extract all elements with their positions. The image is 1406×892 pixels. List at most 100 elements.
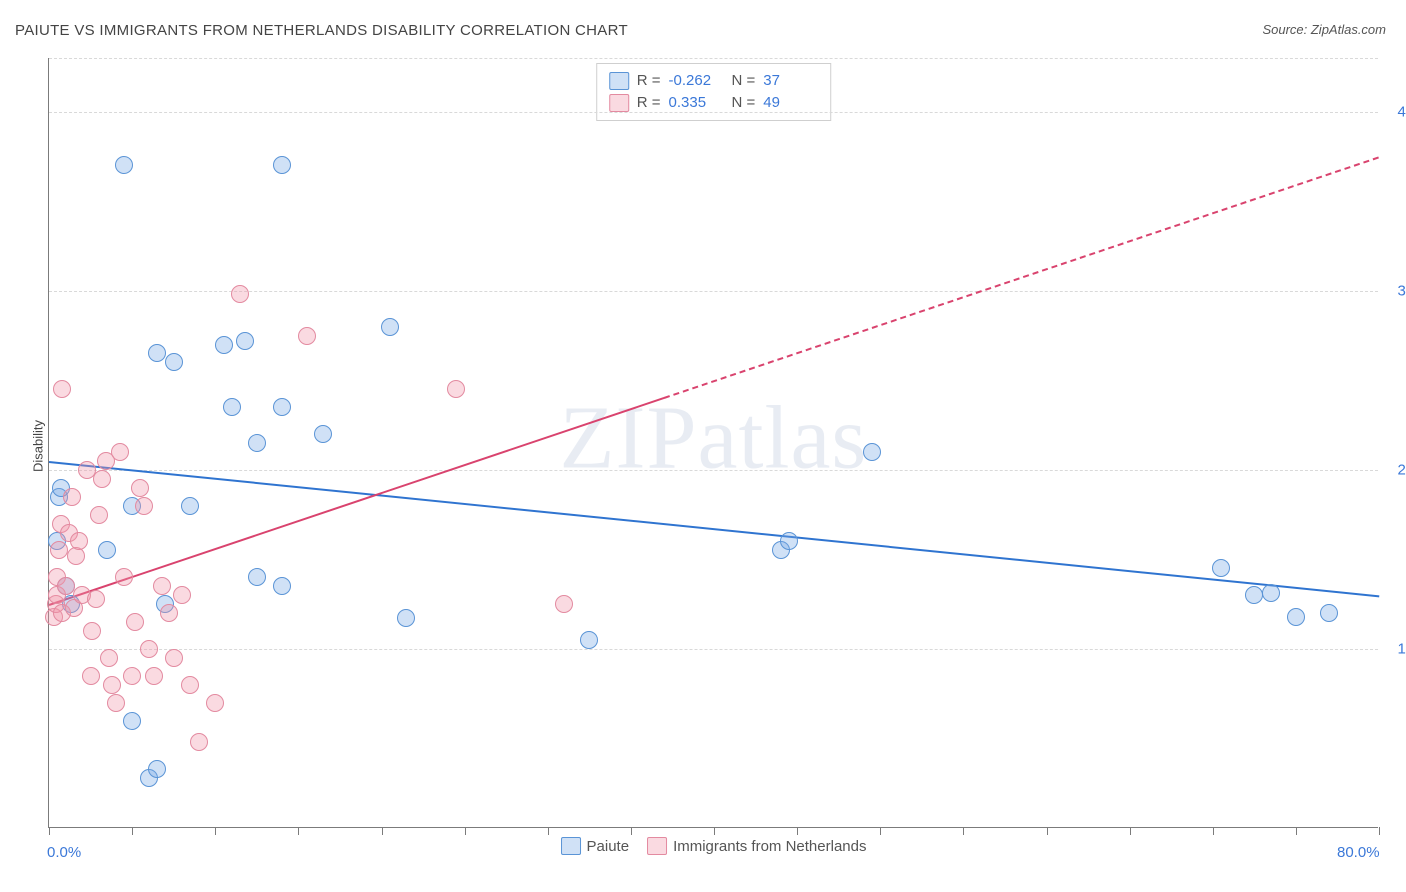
x-tick <box>631 827 632 835</box>
data-point <box>863 443 881 461</box>
chart-plot-area: ZIPatlas R =-0.262N =37R =0.335N =49 Pai… <box>48 58 1378 828</box>
legend-swatch <box>609 72 629 90</box>
x-tick <box>1130 827 1131 835</box>
x-tick <box>1379 827 1380 835</box>
data-point <box>1287 608 1305 626</box>
x-tick <box>49 827 50 835</box>
data-point <box>236 332 254 350</box>
x-tick <box>880 827 881 835</box>
data-point <box>131 479 149 497</box>
trend-line <box>664 157 1380 400</box>
data-point <box>273 398 291 416</box>
legend-swatch <box>647 837 667 855</box>
x-tick <box>215 827 216 835</box>
data-point <box>160 604 178 622</box>
data-point <box>555 595 573 613</box>
data-point <box>1212 559 1230 577</box>
x-tick <box>298 827 299 835</box>
legend-item: Immigrants from Netherlands <box>647 837 866 855</box>
data-point <box>53 380 71 398</box>
data-point <box>107 694 125 712</box>
data-point <box>165 649 183 667</box>
x-tick <box>1296 827 1297 835</box>
x-tick <box>382 827 383 835</box>
x-tick <box>465 827 466 835</box>
data-point <box>83 622 101 640</box>
data-point <box>181 676 199 694</box>
data-point <box>273 156 291 174</box>
x-tick <box>1213 827 1214 835</box>
legend-swatch <box>609 94 629 112</box>
data-point <box>123 667 141 685</box>
data-point <box>90 506 108 524</box>
x-tick-label: 0.0% <box>47 844 81 861</box>
x-tick <box>548 827 549 835</box>
data-point <box>148 344 166 362</box>
data-point <box>148 760 166 778</box>
gridline-h <box>49 470 1378 471</box>
x-tick <box>963 827 964 835</box>
data-point <box>248 568 266 586</box>
data-point <box>145 667 163 685</box>
data-point <box>780 532 798 550</box>
data-point <box>1262 584 1280 602</box>
data-point <box>206 694 224 712</box>
data-point <box>580 631 598 649</box>
x-tick <box>132 827 133 835</box>
data-point <box>82 667 100 685</box>
data-point <box>57 577 75 595</box>
data-point <box>50 541 68 559</box>
data-point <box>447 380 465 398</box>
source-label: Source: ZipAtlas.com <box>1262 22 1386 37</box>
data-point <box>273 577 291 595</box>
legend-row: R =-0.262N =37 <box>609 70 819 92</box>
x-tick <box>714 827 715 835</box>
data-point <box>1320 604 1338 622</box>
data-point <box>63 488 81 506</box>
data-point <box>181 497 199 515</box>
chart-title: PAIUTE VS IMMIGRANTS FROM NETHERLANDS DI… <box>15 22 628 39</box>
data-point <box>298 327 316 345</box>
data-point <box>231 285 249 303</box>
data-point <box>70 532 88 550</box>
x-tick-label: 80.0% <box>1337 844 1380 861</box>
data-point <box>103 676 121 694</box>
data-point <box>223 398 241 416</box>
data-point <box>93 470 111 488</box>
y-tick-label: 20.0% <box>1397 461 1406 478</box>
data-point <box>87 590 105 608</box>
data-point <box>115 568 133 586</box>
legend-item: Paiute <box>561 837 630 855</box>
data-point <box>100 649 118 667</box>
data-point <box>215 336 233 354</box>
x-tick <box>797 827 798 835</box>
data-point <box>381 318 399 336</box>
data-point <box>115 156 133 174</box>
data-point <box>153 577 171 595</box>
data-point <box>135 497 153 515</box>
data-point <box>397 609 415 627</box>
y-axis-label: Disability <box>31 420 46 472</box>
data-point <box>173 586 191 604</box>
gridline-h <box>49 649 1378 650</box>
data-point <box>190 733 208 751</box>
data-point <box>314 425 332 443</box>
data-point <box>140 640 158 658</box>
data-point <box>111 443 129 461</box>
watermark-text: ZIPatlas <box>560 386 868 489</box>
legend-row: R =0.335N =49 <box>609 92 819 114</box>
data-point <box>1245 586 1263 604</box>
y-tick-label: 40.0% <box>1397 103 1406 120</box>
series-legend: Paiute Immigrants from Netherlands <box>561 837 867 855</box>
data-point <box>165 353 183 371</box>
gridline-h <box>49 58 1378 59</box>
data-point <box>98 541 116 559</box>
y-tick-label: 30.0% <box>1397 282 1406 299</box>
y-tick-label: 10.0% <box>1397 640 1406 657</box>
data-point <box>123 712 141 730</box>
gridline-h <box>49 112 1378 113</box>
legend-swatch <box>561 837 581 855</box>
data-point <box>126 613 144 631</box>
x-tick <box>1047 827 1048 835</box>
data-point <box>248 434 266 452</box>
